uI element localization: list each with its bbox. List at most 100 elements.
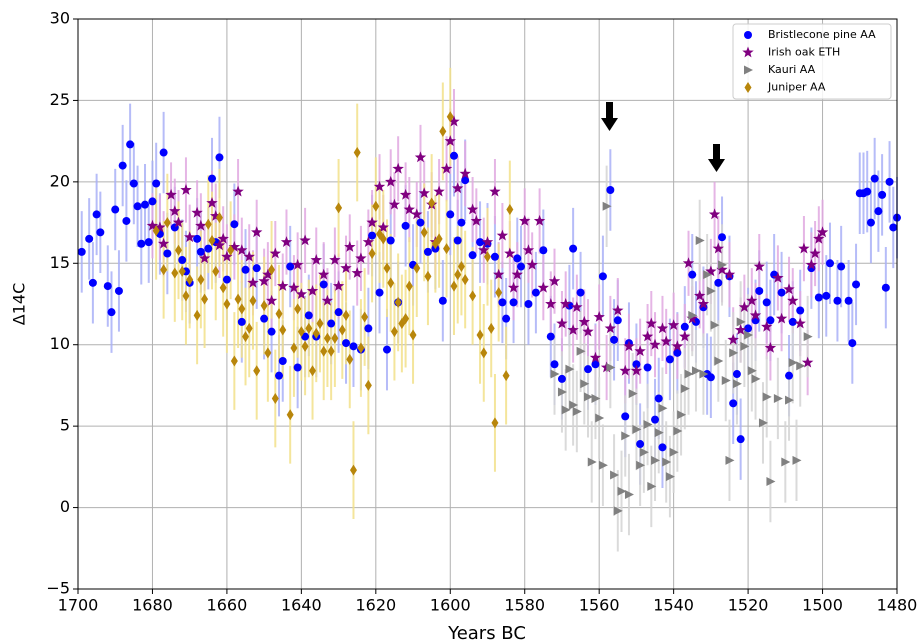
x-tick-label: 1560	[579, 596, 620, 615]
data-point	[221, 250, 233, 262]
data-point	[122, 216, 131, 225]
data-point	[557, 387, 567, 397]
y-tick-label: −5	[46, 579, 70, 598]
data-point	[833, 296, 842, 305]
data-point	[386, 236, 395, 245]
data-point	[401, 221, 410, 230]
data-point	[208, 174, 217, 183]
data-point	[703, 270, 713, 280]
legend-entry: Juniper AA	[744, 81, 826, 94]
data-point	[755, 286, 764, 295]
x-tick-label: 1520	[728, 596, 769, 615]
legend-entry: Kauri AA	[744, 63, 816, 76]
data-point	[706, 373, 715, 382]
data-point	[673, 348, 682, 357]
data-point	[651, 415, 660, 424]
data-point	[496, 229, 509, 241]
data-point	[201, 293, 209, 305]
legend-label: Irish oak ETH	[768, 46, 840, 59]
data-point	[295, 288, 308, 300]
data-point	[327, 319, 336, 328]
data-point	[710, 320, 720, 330]
data-point	[402, 313, 410, 325]
data-point	[154, 221, 166, 233]
data-point	[619, 364, 631, 376]
data-point	[556, 317, 568, 329]
data-point	[312, 327, 320, 339]
data-point	[874, 207, 883, 216]
x-tick-label: 1700	[58, 596, 99, 615]
data-point	[889, 223, 898, 232]
data-point	[822, 291, 831, 300]
data-point	[230, 355, 238, 367]
data-point	[598, 460, 608, 470]
data-point	[610, 470, 620, 480]
data-point	[777, 288, 786, 297]
data-point	[186, 274, 194, 286]
data-point	[180, 184, 192, 195]
data-point	[309, 365, 317, 377]
data-point	[502, 314, 511, 323]
data-point	[304, 311, 313, 320]
data-point	[727, 333, 739, 345]
legend-entry: Bristlecone pine AA	[744, 28, 876, 41]
data-point	[606, 186, 615, 194]
data-point	[667, 319, 680, 330]
data-point	[569, 400, 579, 410]
data-point	[440, 162, 453, 174]
data-point	[671, 340, 684, 352]
data-point	[613, 316, 622, 325]
y-tick-label: 10	[50, 334, 70, 353]
data-point	[466, 203, 479, 215]
data-point	[414, 151, 427, 163]
legend-label: Bristlecone pine AA	[768, 28, 876, 41]
data-point	[744, 324, 753, 333]
data-point	[491, 417, 499, 429]
data-point	[243, 250, 255, 262]
data-point	[870, 174, 879, 183]
data-point	[714, 278, 723, 287]
data-point	[495, 287, 503, 299]
data-point	[604, 322, 617, 334]
data-point	[418, 187, 430, 199]
data-point	[639, 447, 649, 457]
data-point	[621, 412, 630, 421]
data-point	[507, 281, 520, 293]
data-point	[747, 366, 757, 376]
data-point	[484, 251, 491, 263]
data-point	[450, 280, 458, 292]
data-point	[368, 248, 376, 260]
data-point	[632, 424, 642, 434]
data-point	[242, 331, 250, 343]
data-point	[368, 231, 377, 240]
data-point	[658, 443, 667, 452]
data-point	[852, 280, 861, 289]
data-point	[493, 268, 505, 280]
data-point	[342, 309, 350, 321]
data-point	[403, 203, 415, 215]
data-point	[107, 308, 116, 317]
data-point	[636, 460, 646, 470]
data-point	[453, 236, 462, 245]
data-point	[517, 262, 526, 271]
legend-marker	[744, 65, 753, 75]
data-point	[511, 268, 523, 280]
data-point	[277, 280, 289, 291]
data-point	[546, 332, 555, 341]
data-point	[372, 200, 380, 212]
data-point	[489, 185, 501, 197]
data-point	[438, 296, 447, 305]
data-point	[589, 351, 602, 363]
legend-box	[732, 23, 892, 100]
data-point	[160, 264, 168, 276]
data-point	[152, 225, 160, 237]
data-point	[548, 275, 561, 287]
data-point	[103, 282, 112, 291]
data-point	[204, 218, 212, 230]
data-point	[758, 418, 768, 428]
data-point	[316, 318, 324, 330]
data-point	[723, 268, 736, 280]
data-point	[388, 198, 401, 210]
data-point	[353, 147, 361, 159]
